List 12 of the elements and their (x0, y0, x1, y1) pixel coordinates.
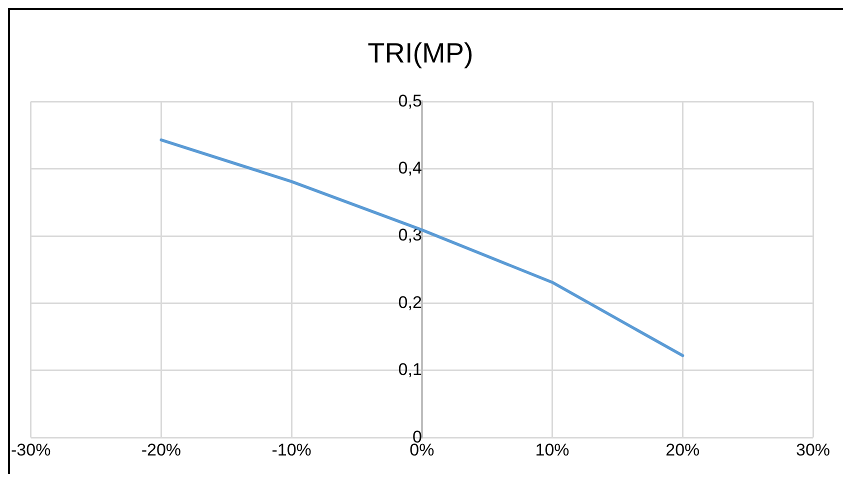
x-tick-label: -10% (272, 440, 312, 460)
x-tick-label: -30% (11, 440, 51, 460)
y-tick-label: 0,2 (398, 292, 422, 312)
y-tick-label: 0,5 (398, 91, 422, 110)
x-tick-label: 30% (796, 440, 830, 460)
x-tick-label: 10% (535, 440, 570, 460)
x-tick-label: -20% (141, 440, 182, 460)
x-tick-label: 20% (666, 440, 700, 460)
y-tick-label: 0,1 (398, 360, 422, 380)
y-tick-label: 0,4 (398, 158, 422, 178)
chart-title: TRI(MP) (368, 38, 474, 69)
y-tick-label: 0,3 (398, 226, 422, 245)
